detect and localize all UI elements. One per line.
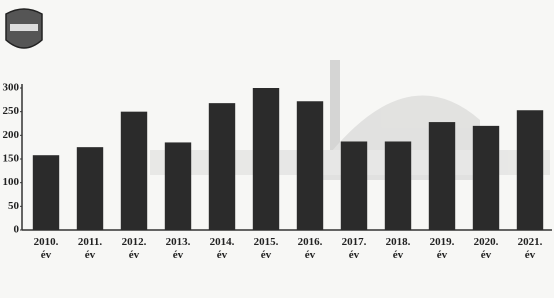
bar [253, 88, 279, 230]
bar [297, 101, 323, 230]
bar [121, 112, 147, 230]
emblem [6, 9, 42, 48]
y-tick-label: 50 [8, 200, 20, 212]
x-tick-label: 2013. év [161, 236, 195, 262]
y-tick-label: 100 [3, 176, 20, 188]
x-tick-label: 2018. év [381, 236, 415, 262]
x-tick-label: 2020. év [469, 236, 503, 262]
bar [517, 110, 543, 230]
emblem-band [10, 24, 38, 31]
bar [429, 122, 455, 230]
x-tick-label: 2019. év [425, 236, 459, 262]
x-tick-label: 2010. év [29, 236, 63, 262]
y-tick-label: 250 [3, 105, 20, 117]
x-tick-label: 2016. év [293, 236, 327, 262]
bar [33, 155, 59, 230]
y-tick-label: 0 [14, 224, 20, 236]
bar [473, 126, 499, 230]
x-tick-label: 2017. év [337, 236, 371, 262]
x-tick-label: 2014. év [205, 236, 239, 262]
x-tick-label: 2021. év [513, 236, 547, 262]
bar [77, 147, 103, 230]
chart-page: 0 50 100 150 200 250 300 2010. év 2011. év 2012.… [0, 0, 554, 298]
x-tick-label: 2011. év [73, 236, 107, 262]
y-tick-label: 300 [3, 82, 20, 94]
bar [341, 141, 367, 230]
y-tick-label: 150 [3, 153, 20, 165]
x-tick-label: 2012. év [117, 236, 151, 262]
x-tick-label: 2015. év [249, 236, 283, 262]
bar [209, 103, 235, 230]
y-tick-label: 200 [3, 129, 20, 141]
bar [385, 141, 411, 230]
bar [165, 142, 191, 230]
